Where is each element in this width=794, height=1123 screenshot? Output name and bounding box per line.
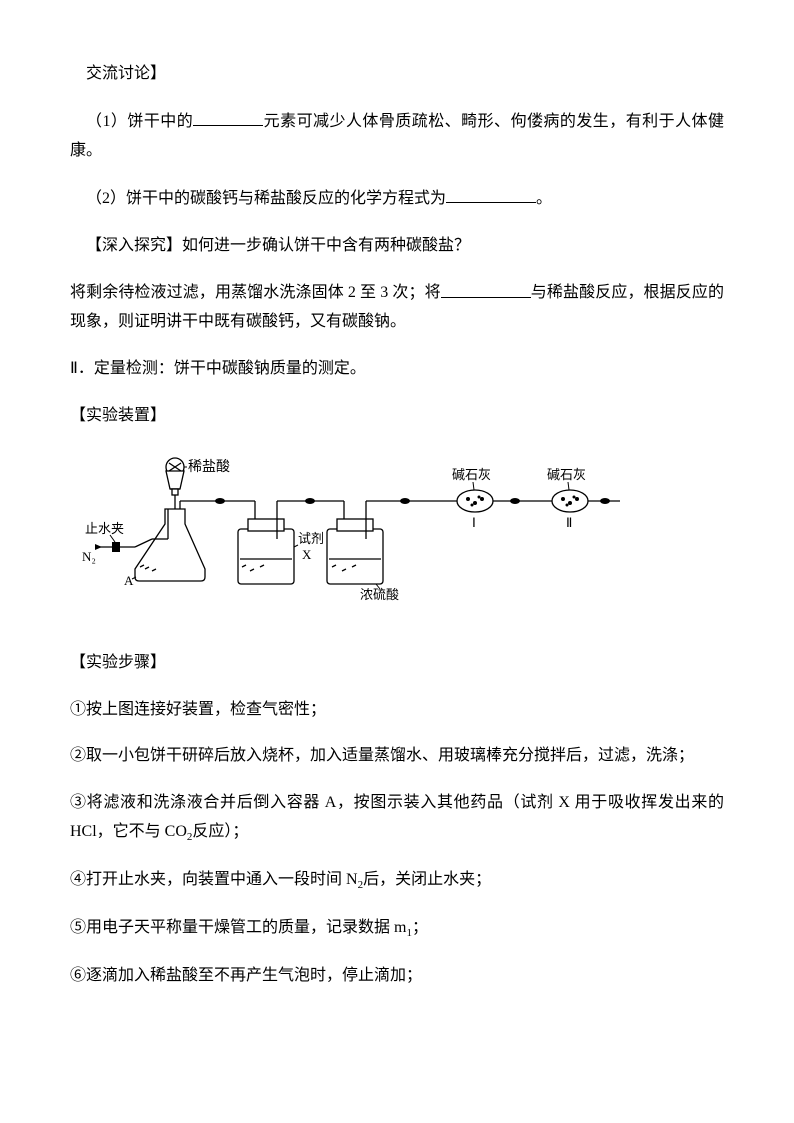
label-reagentx-2: X <box>302 547 312 562</box>
label-a: A <box>124 573 134 588</box>
step4a: ④打开止水夹，向装置中通入一段时间 N <box>70 871 358 888</box>
label-reagentx-1: 试剂 <box>298 531 324 546</box>
step-6: ⑥逐滴加入稀盐酸至不再产生气泡时，停止滴加； <box>70 962 724 991</box>
deep-inquiry-title: 【深入探究】如何进一步确认饼干中含有两种碳酸盐？ <box>70 232 724 261</box>
step-2: ②取一小包饼干研碎后放入烧杯，加入适量蒸馏水、用玻璃棒充分搅拌后，过滤，洗涤； <box>70 742 724 771</box>
step3a: ③将滤液和洗涤液合并后倒入容器 A，按图示装入其他药品（试剂 X 用于吸收挥发出… <box>70 794 724 840</box>
step-1: ①按上图连接好装置，检查气密性； <box>70 696 724 725</box>
deep-p1a: 将剩余待检液过滤，用蒸馏水洗涤固体 2 至 3 次；将 <box>70 285 441 302</box>
label-clip: 止水夹 <box>85 521 124 536</box>
device-title: 【实验装置】 <box>70 402 724 431</box>
step4b: 后，关闭止水夹； <box>363 871 491 888</box>
label-h2so4: 浓硫酸 <box>360 587 399 602</box>
discussion-heading: 交流讨论】 <box>70 60 724 89</box>
step5b: ； <box>412 919 428 936</box>
blank-q2 <box>446 184 536 203</box>
deep-inquiry-body: 将剩余待检液过滤，用蒸馏水洗涤固体 2 至 3 次；将与稀盐酸反应，根据反应的现… <box>70 278 724 337</box>
steps-title: 【实验步骤】 <box>70 649 724 678</box>
step5a: ⑤用电子天平称量干燥管工的质量，记录数据 m <box>70 919 406 936</box>
apparatus-diagram: 稀盐酸 A 止水夹 N₂ <box>80 449 724 629</box>
q2-pre: （2）饼干中的碳酸钙与稀盐酸反应的化学方程式为 <box>86 190 446 207</box>
question-1: （1）饼干中的元素可减少人体骨质疏松、畸形、佝偻病的发生，有利于人体健康。 <box>70 107 724 166</box>
section-2: Ⅱ．定量检测：饼干中碳酸钠质量的测定。 <box>70 355 724 384</box>
blank-deep <box>441 278 531 297</box>
label-lime1: 碱石灰 <box>452 467 491 482</box>
q1-pre: （1）饼干中的 <box>86 113 193 130</box>
step-4: ④打开止水夹，向装置中通入一段时间 N2后，关闭止水夹； <box>70 866 724 896</box>
label-two: Ⅱ <box>566 515 572 530</box>
label-one: Ⅰ <box>472 515 476 530</box>
label-n2: N₂ <box>82 549 96 564</box>
label-lime2: 碱石灰 <box>547 467 586 482</box>
blank-q1 <box>193 107 263 126</box>
q2-post: 。 <box>536 190 552 207</box>
step-3: ③将滤液和洗涤液合并后倒入容器 A，按图示装入其他药品（试剂 X 用于吸收挥发出… <box>70 789 724 848</box>
question-2: （2）饼干中的碳酸钙与稀盐酸反应的化学方程式为 。 <box>70 184 724 214</box>
step3b: 反应）； <box>192 823 248 840</box>
step-5: ⑤用电子天平称量干燥管工的质量，记录数据 m1； <box>70 914 724 944</box>
label-hcl: 稀盐酸 <box>188 459 230 475</box>
